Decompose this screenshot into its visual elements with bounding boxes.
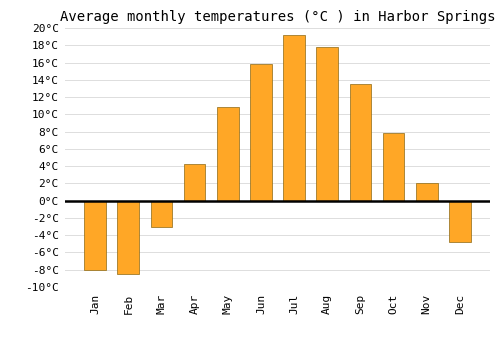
Bar [250,64,272,201]
Bar [184,163,206,201]
Bar [316,47,338,201]
Bar [118,201,139,274]
Bar [284,35,305,201]
Title: Average monthly temperatures (°C ) in Harbor Springs: Average monthly temperatures (°C ) in Ha… [60,10,495,24]
Bar [416,183,438,201]
Bar [350,84,371,201]
Bar [150,201,172,226]
Bar [383,133,404,201]
Bar [217,107,238,201]
Bar [84,201,106,270]
Bar [449,201,470,242]
